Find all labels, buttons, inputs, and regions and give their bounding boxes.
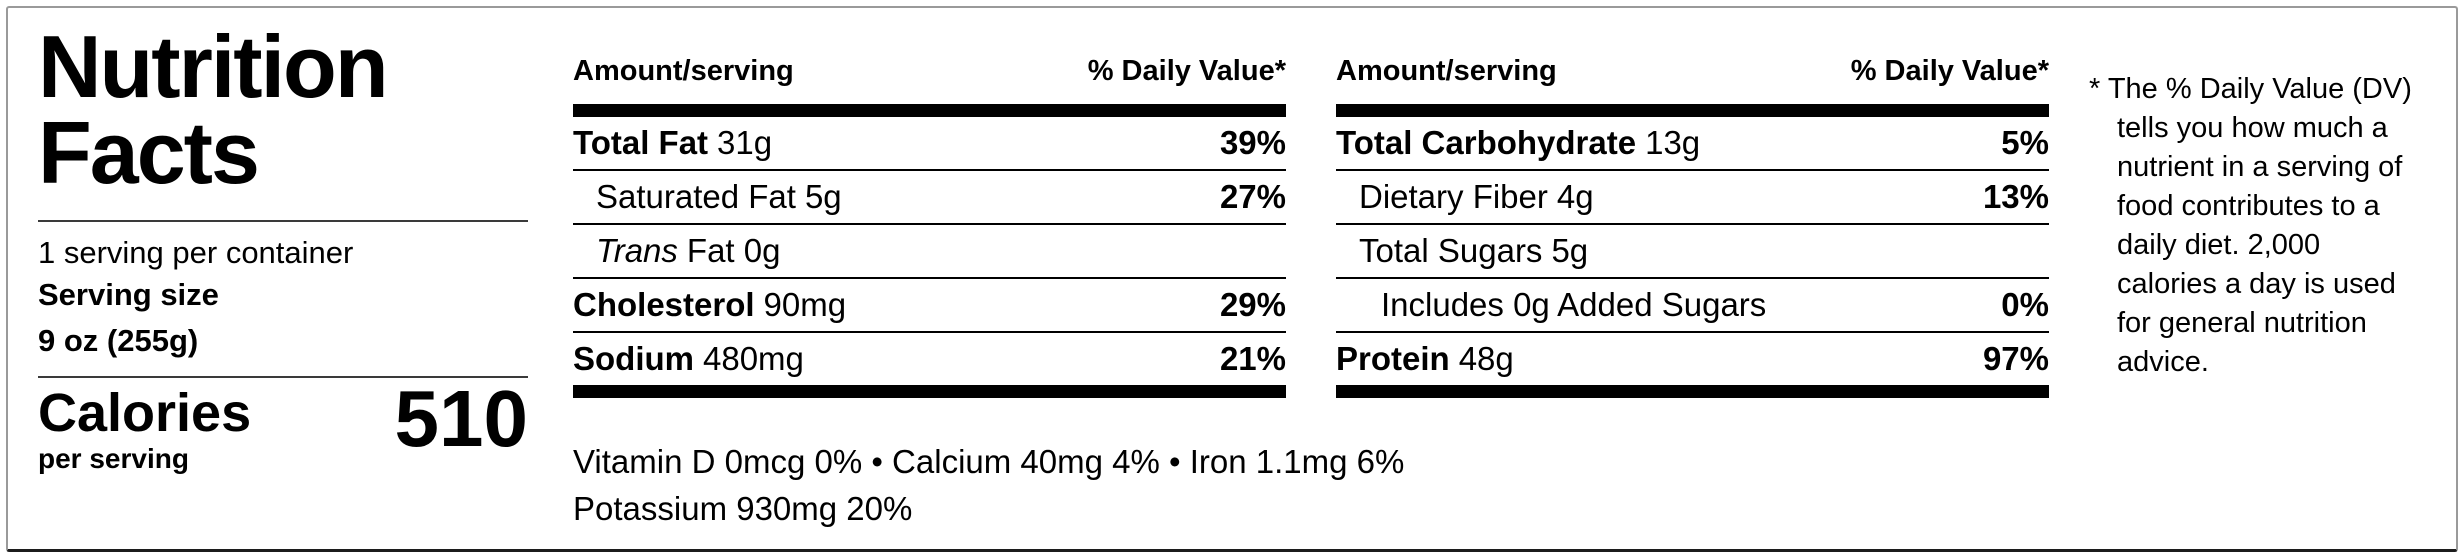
separator-bar — [573, 385, 1286, 398]
separator-bar — [1336, 385, 2049, 398]
nutrient-amount: 480mg — [703, 340, 804, 377]
daily-value-header: % Daily Value* — [1850, 55, 2049, 87]
calories-label: Calories — [38, 383, 252, 444]
label-title: Nutrition Facts — [38, 17, 389, 203]
nutrition-facts-label: Nutrition Facts 1 serving per container … — [6, 6, 2458, 552]
nutrient-amount: 31g — [717, 124, 773, 161]
nutrient-row-trans-fat: Trans Fat 0g — [573, 225, 1286, 279]
nutrient-name: Cholesterol — [573, 286, 755, 323]
calories-value: 510 — [394, 374, 528, 464]
nutrient-row-added-sugars: Includes 0g Added Sugars 0% — [1336, 279, 2049, 333]
nutrient-daily-value: 29% — [1219, 286, 1286, 323]
nutrient-name: Dietary Fiber — [1359, 178, 1548, 215]
nutrient-row-cholesterol: Cholesterol 90mg 29% — [573, 279, 1286, 333]
nutrient-daily-value: 27% — [1219, 178, 1286, 215]
nutrient-name: Total Carbohydrate — [1336, 124, 1637, 161]
nutrient-amount: 48g — [1458, 340, 1514, 377]
nutrient-name: Protein — [1336, 340, 1450, 377]
nutrient-daily-value: 13% — [1982, 178, 2049, 215]
amount-serving-header: Amount/serving — [1336, 55, 1557, 87]
nutrient-name: Total Sugars — [1359, 232, 1543, 269]
nutrient-daily-value: 0% — [2001, 286, 2049, 323]
nutrient-row-sodium: Sodium 480mg 21% — [573, 333, 1286, 385]
separator-bar — [573, 104, 1286, 117]
label-left-panel: Nutrition Facts 1 serving per container … — [8, 8, 528, 549]
calories-section: Calories per serving 510 — [38, 374, 528, 475]
nutrient-daily-value: 39% — [1219, 124, 1286, 161]
divider-rule — [38, 220, 528, 223]
nutrient-name: Total Fat — [573, 124, 709, 161]
nutrient-amount: 90mg — [763, 286, 847, 323]
nutrient-row-protein: Protein 48g 97% — [1336, 333, 2049, 385]
nutrient-amount: 4g — [1556, 178, 1594, 215]
nutrient-name: Includes 0g Added Sugars — [1381, 286, 1767, 323]
nutrient-name: Trans — [596, 232, 678, 269]
nutrient-name: Sodium — [573, 340, 694, 377]
nutrient-amount: Fat 0g — [686, 232, 781, 269]
nutrient-amount: 13g — [1645, 124, 1701, 161]
calories-caption: Calories per serving — [38, 386, 251, 475]
amount-serving-header: Amount/serving — [573, 55, 794, 87]
nutrient-table: Amount/serving % Daily Value* Total Fat 3… — [573, 8, 2049, 549]
nutrient-daily-value: 5% — [2001, 124, 2049, 161]
micronutrients-section: Vitamin D 0mcg 0% • Calcium 40mg 4% • Ir… — [573, 438, 2049, 532]
column-header: Amount/serving % Daily Value* — [1336, 55, 2049, 88]
divider-rule — [38, 376, 528, 379]
nutrient-name: Saturated Fat — [596, 178, 796, 215]
nutrient-columns: Amount/serving % Daily Value* Total Fat 3… — [573, 55, 2049, 398]
nutrient-row-dietary-fiber: Dietary Fiber 4g 13% — [1336, 171, 2049, 225]
nutrient-amount: 5g — [1551, 232, 1589, 269]
nutrient-column-1: Amount/serving % Daily Value* Total Fat 3… — [573, 55, 1286, 398]
column-header: Amount/serving % Daily Value* — [573, 55, 1286, 88]
daily-value-header: % Daily Value* — [1087, 55, 1286, 87]
micronutrients-line-1: Vitamin D 0mcg 0% • Calcium 40mg 4% • Ir… — [573, 443, 1405, 480]
nutrient-column-2: Amount/serving % Daily Value* Total Carb… — [1336, 55, 2049, 398]
nutrient-daily-value: 21% — [1219, 340, 1286, 377]
separator-bar — [1336, 104, 2049, 117]
serving-size-label: Serving size — [38, 277, 219, 313]
serving-size-value: 9 oz (255g) — [38, 323, 199, 359]
micronutrients-line-2: Potassium 930mg 20% — [573, 490, 913, 527]
calories-per-serving-label: per serving — [38, 443, 189, 475]
nutrient-row-saturated-fat: Saturated Fat 5g 27% — [573, 171, 1286, 225]
nutrient-amount: 5g — [804, 178, 842, 215]
servings-per-container: 1 serving per container — [38, 235, 354, 271]
nutrient-row-total-carbohydrate: Total Carbohydrate 13g 5% — [1336, 117, 2049, 171]
nutrient-row-total-sugars: Total Sugars 5g — [1336, 225, 2049, 279]
daily-value-footnote: * The % Daily Value (DV) tells you how m… — [2089, 73, 2412, 378]
nutrient-daily-value: 97% — [1982, 340, 2049, 377]
nutrient-row-total-fat: Total Fat 31g 39% — [573, 117, 1286, 171]
